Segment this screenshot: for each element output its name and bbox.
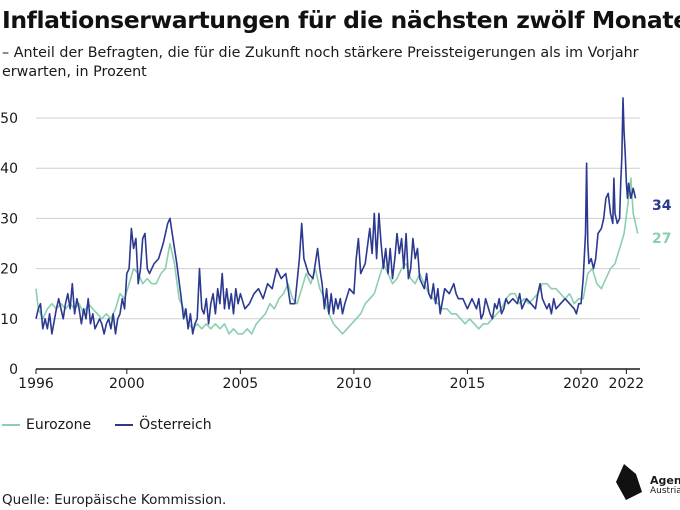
legend-swatch-eurozone xyxy=(2,424,20,426)
y-tick-label: 40 xyxy=(0,161,18,177)
y-axis-tick-labels: 0 10 20 30 40 50 xyxy=(0,111,18,378)
legend-item-eurozone: Eurozone xyxy=(2,417,91,433)
y-tick-label: 30 xyxy=(0,211,18,227)
logo-text-austria: Austria xyxy=(650,486,680,496)
logo-text-agenda: Agenda xyxy=(650,474,680,487)
page-title: Inflationserwartungen für die nächsten z… xyxy=(2,6,680,34)
gridlines xyxy=(36,117,640,370)
legend-label-oesterreich: Österreich xyxy=(139,417,212,433)
x-tick-label: 1996 xyxy=(18,376,54,392)
end-label-eurozone: 27 xyxy=(652,231,671,247)
x-axis: 1996 2000 2005 2010 2015 2020 2022 xyxy=(18,369,644,392)
series-line-oesterreich xyxy=(35,97,637,335)
x-tick-label: 2005 xyxy=(223,376,259,392)
x-tick-label: 2020 xyxy=(563,376,599,392)
legend-swatch-oesterreich xyxy=(115,424,134,426)
series-line-eurozone xyxy=(35,177,639,335)
logo-mark-icon xyxy=(616,464,642,500)
y-tick-label: 20 xyxy=(0,262,18,278)
line-chart: 0 10 20 30 40 50 1996 2000 2005 2010 2015 2020 2022… xyxy=(0,97,672,392)
legend-item-oesterreich: Österreich xyxy=(115,417,212,433)
source-note: Quelle: Europäische Kommission. xyxy=(2,492,227,508)
y-tick-label: 0 xyxy=(9,362,18,378)
x-tick-label: 2000 xyxy=(109,376,145,392)
legend-label-eurozone: Eurozone xyxy=(26,417,92,433)
agenda-austria-logo: Agenda Austria xyxy=(614,462,680,506)
legend: Eurozone Österreich xyxy=(2,417,212,433)
page-subtitle: – Anteil der Befragten, die für die Zuku… xyxy=(2,45,639,80)
x-tick-label: 2010 xyxy=(336,376,372,392)
y-tick-label: 50 xyxy=(0,111,18,127)
x-tick-label: 2015 xyxy=(450,376,486,392)
series-lines xyxy=(35,97,639,335)
x-tick-label: 2022 xyxy=(609,376,645,392)
end-labels: 34 27 xyxy=(652,198,672,247)
end-label-oesterreich: 34 xyxy=(652,198,672,214)
y-tick-label: 10 xyxy=(0,312,18,328)
